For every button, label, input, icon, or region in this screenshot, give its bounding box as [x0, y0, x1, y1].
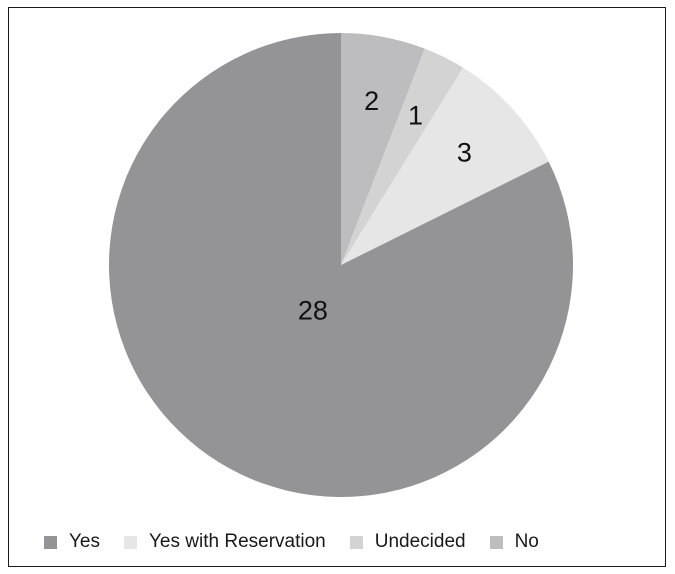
legend-swatch-undecided	[349, 535, 363, 549]
legend-item-no: No	[489, 531, 539, 553]
pie-slices	[108, 33, 573, 497]
legend-label-no: No	[514, 531, 539, 552]
pie-slice-yes-with-reservation	[341, 67, 549, 265]
legend-item-yes-with-reservation: Yes with Reservation	[124, 531, 326, 553]
pie-slice-undecided	[341, 48, 464, 265]
legend-item-yes: Yes	[44, 531, 100, 553]
legend-swatch-yes-with-reservation	[124, 535, 137, 549]
data-label-undecided: 1	[408, 100, 423, 130]
legend-label-yes: Yes	[69, 531, 100, 552]
data-label-yes: 28	[298, 295, 328, 325]
data-label-yes-with-reservation: 3	[457, 137, 472, 167]
legend-swatch-yes	[44, 535, 57, 549]
chart-legend: Yes Yes with Reservation Undecided No	[44, 531, 563, 553]
pie-slice-yes	[108, 33, 573, 497]
legend-label-undecided: Undecided	[374, 531, 466, 552]
legend-label-yes-with-reservation: Yes with Reservation	[149, 531, 326, 552]
legend-item-undecided: Undecided	[349, 531, 466, 553]
pie-slice-no	[341, 33, 425, 265]
legend-swatch-no	[489, 535, 503, 549]
pie-data-labels: 2 1 3 28	[298, 86, 472, 326]
data-label-no: 2	[364, 86, 379, 116]
